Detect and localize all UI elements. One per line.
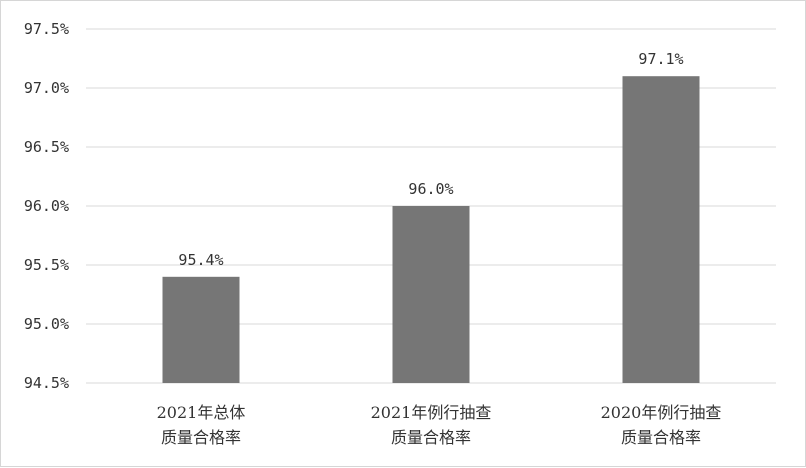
y-tick-label: 97.0% (24, 79, 69, 97)
data-labels: 95.4% 96.0% 97.1% (178, 50, 683, 269)
bar (392, 206, 470, 383)
y-axis-tick-labels: 94.5% 95.0% 95.5% 96.0% 96.5% 97.0% 97.5% (24, 20, 69, 392)
data-label: 95.4% (178, 251, 223, 269)
category-label: 2021年总体 (157, 403, 246, 422)
y-tick-label: 95.5% (24, 256, 69, 274)
bars (162, 76, 700, 383)
y-tick-label: 95.0% (24, 315, 69, 333)
bar (622, 76, 700, 383)
bar (162, 276, 240, 383)
y-tick-label: 96.0% (24, 197, 69, 215)
y-tick-label: 97.5% (24, 20, 69, 38)
category-label: 质量合格率 (621, 428, 701, 447)
data-label: 97.1% (638, 50, 683, 68)
data-label: 96.0% (408, 180, 453, 198)
category-label: 质量合格率 (391, 428, 471, 447)
y-tick-label: 94.5% (24, 374, 69, 392)
category-label: 2020年例行抽查 (601, 403, 722, 422)
category-label: 质量合格率 (161, 428, 241, 447)
y-tick-label: 96.5% (24, 138, 69, 156)
category-label: 2021年例行抽查 (371, 403, 492, 422)
